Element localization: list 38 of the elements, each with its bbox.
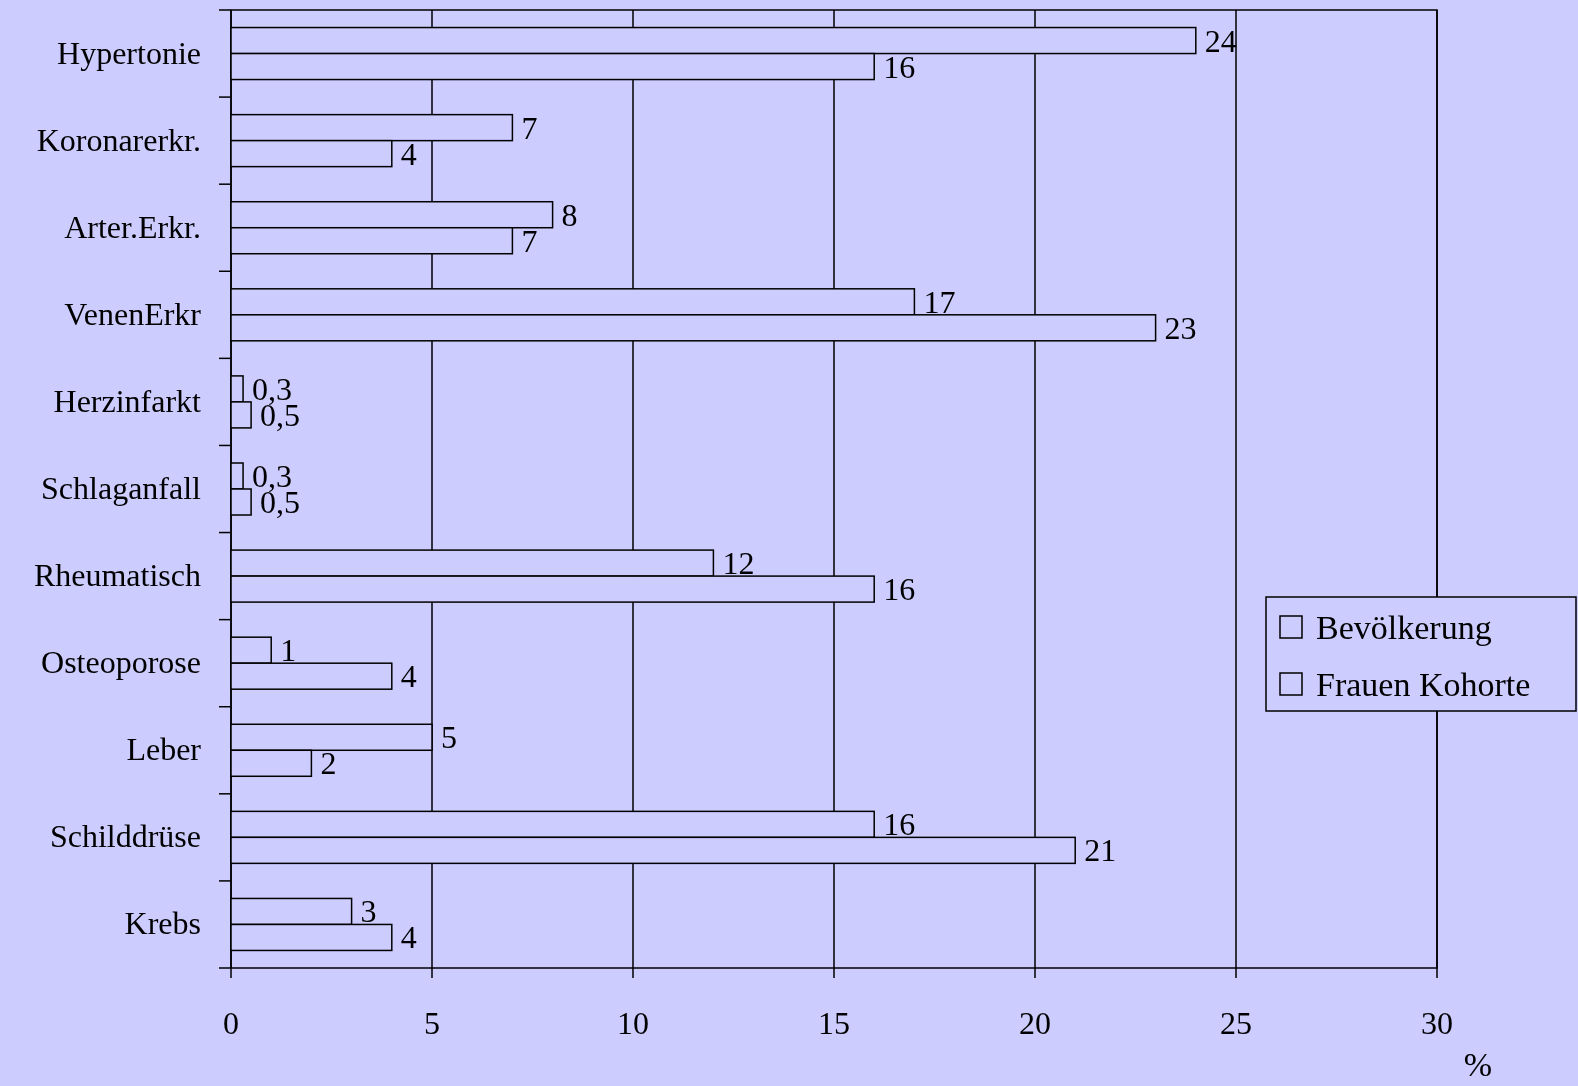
y-tick-label: Herzinfarkt: [53, 382, 202, 419]
y-tick-label: Hypertonie: [57, 34, 201, 71]
legend-label: Frauen Kohorte: [1316, 666, 1531, 703]
data-label: 21: [1084, 832, 1117, 869]
y-tick-label: Osteoporose: [41, 644, 201, 681]
x-tick-label: 20: [1019, 1005, 1051, 1041]
data-label: 4: [400, 919, 417, 956]
data-label: 16: [883, 48, 916, 85]
x-tick-label: 0: [223, 1005, 239, 1041]
data-label: 8: [561, 196, 578, 233]
data-label: 7: [521, 222, 538, 259]
y-tick-label: Schilddrüse: [49, 818, 201, 855]
x-tick-label: 5: [424, 1005, 440, 1041]
data-label: 5: [441, 719, 457, 756]
data-label: 3: [360, 893, 377, 930]
y-tick-label: Leber: [126, 731, 202, 768]
data-label: 12: [722, 545, 755, 582]
data-label: 23: [1164, 309, 1197, 346]
x-tick-label: 10: [617, 1005, 649, 1041]
data-label: 4: [400, 658, 417, 695]
data-label: 4: [400, 135, 417, 172]
x-tick-label: 30: [1421, 1005, 1453, 1041]
data-label: 17: [923, 283, 956, 320]
y-tick-label: VenenErkr: [64, 295, 202, 332]
y-tick-label: Arter.Erkr.: [64, 208, 201, 245]
data-label: 2: [320, 745, 337, 782]
data-label: 1: [280, 632, 297, 669]
x-tick-label: 15: [818, 1005, 850, 1041]
y-tick-label: Rheumatisch: [33, 557, 201, 594]
data-label: 16: [883, 571, 916, 608]
y-tick-label: Schlaganfall: [41, 470, 202, 506]
data-label: 16: [883, 806, 916, 843]
x-axis-title: %: [1463, 1046, 1493, 1083]
data-label: 7: [521, 109, 538, 146]
y-tick-label: Koronarerkr.: [36, 121, 201, 158]
y-tick-label: Krebs: [124, 905, 201, 942]
legend-label: Bevölkerung: [1316, 609, 1492, 646]
x-tick-label: 25: [1220, 1005, 1252, 1041]
